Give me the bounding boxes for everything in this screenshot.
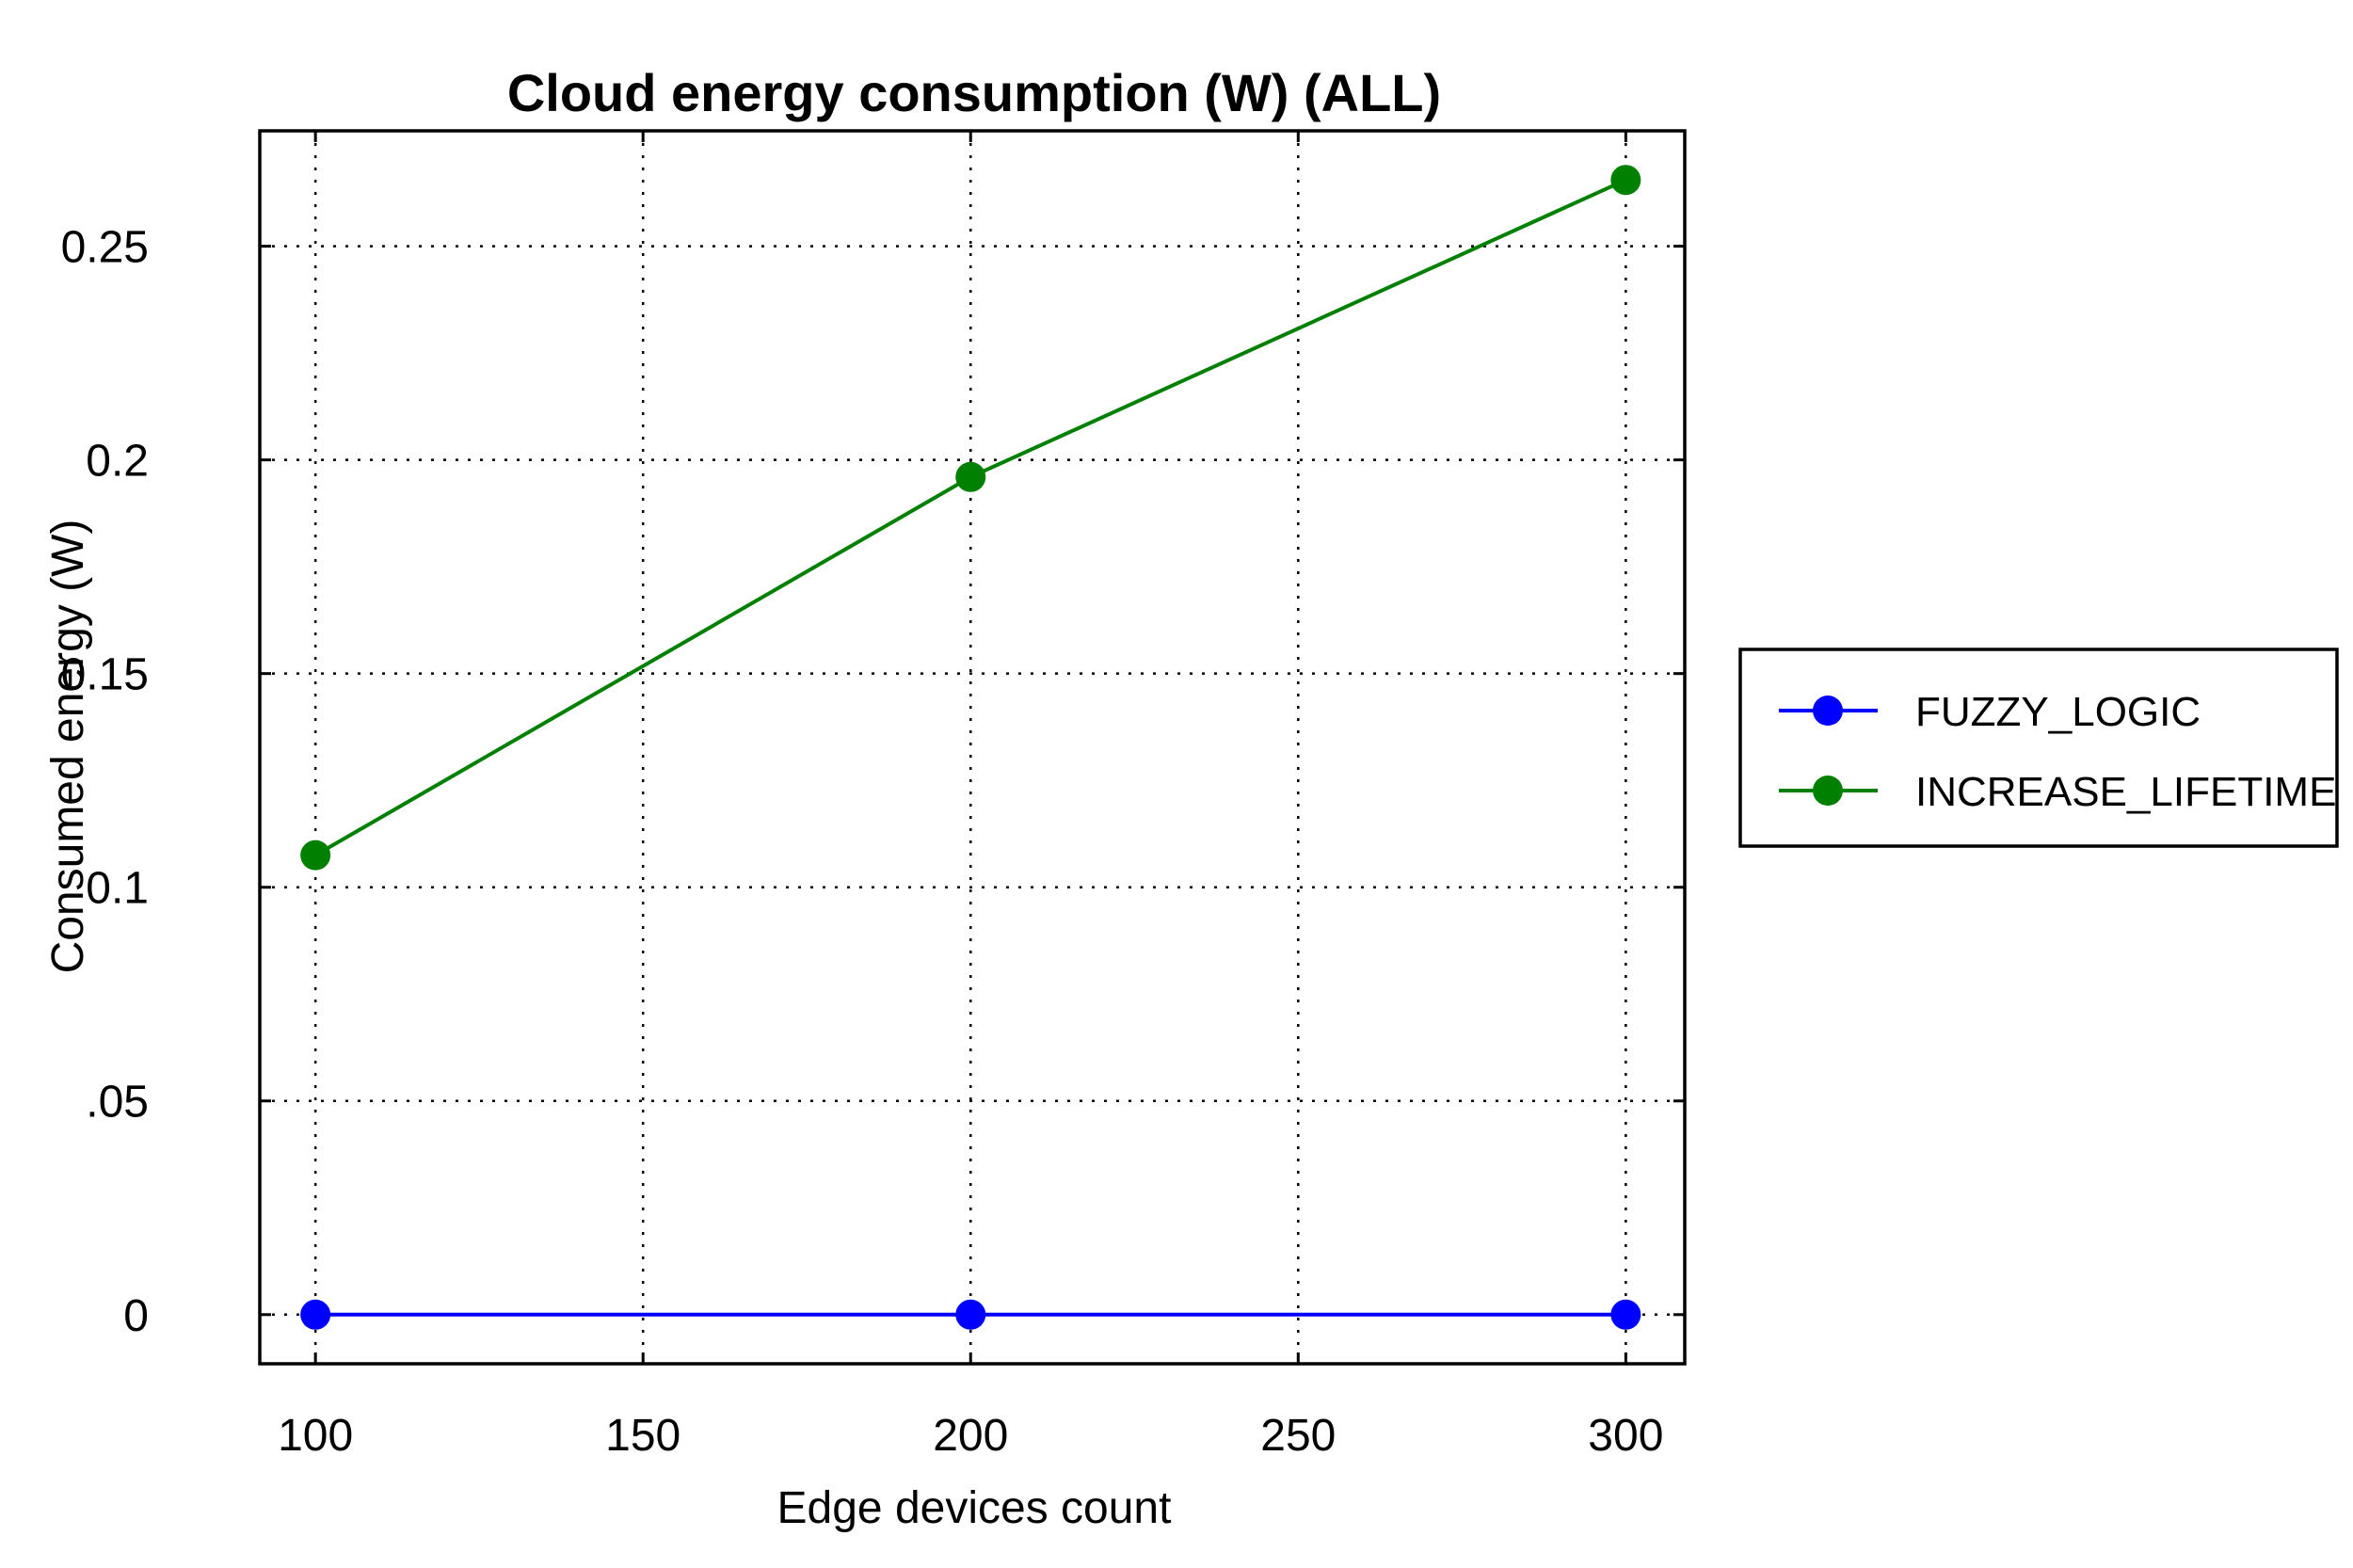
ticks — [260, 131, 1685, 1364]
x-tick-label: 300 — [1588, 1411, 1663, 1461]
y-tick-label: 0 — [123, 1291, 149, 1341]
data-point-increase-lifetime — [955, 461, 986, 492]
legend-marker-increase-lifetime — [1813, 776, 1843, 806]
y-tick-label: .05 — [86, 1078, 149, 1128]
legend-box — [1738, 648, 2339, 848]
y-tick-label: 0.1 — [86, 864, 149, 914]
legend-items: FUZZY_LOGIC INCREASE_LIFETIME — [1779, 689, 2336, 815]
data-point-fuzzy-logic — [1610, 1299, 1641, 1330]
y-tick-label: 0.25 — [61, 223, 149, 273]
legend-marker-fuzzy-logic — [1813, 696, 1843, 726]
y-tick-label: 0.2 — [86, 437, 149, 487]
x-tick-label: 150 — [605, 1411, 680, 1461]
x-tick-label: 100 — [278, 1411, 353, 1461]
series-layer — [300, 165, 1641, 1330]
y-tick-label: 0.15 — [61, 650, 149, 700]
data-point-fuzzy-logic — [300, 1299, 331, 1330]
data-point-increase-lifetime — [300, 840, 331, 871]
x-tick-label: 250 — [1260, 1411, 1336, 1461]
legend: FUZZY_LOGIC INCREASE_LIFETIME — [1738, 648, 2339, 848]
x-axis-label: Edge devices count — [777, 1483, 1172, 1533]
x-tick-label: 200 — [933, 1411, 1008, 1461]
data-point-fuzzy-logic — [955, 1299, 986, 1330]
series-line-increase-lifetime — [314, 178, 1627, 857]
legend-label-fuzzy-logic: FUZZY_LOGIC — [1915, 689, 2201, 735]
legend-label-increase-lifetime: INCREASE_LIFETIME — [1915, 769, 2336, 815]
tick-labels: 100 150 200 250 300 0 .05 0.1 0.15 0.2 0.25 — [61, 223, 1664, 1461]
chart-title: Cloud energy consumption (W) (ALL) — [507, 63, 1441, 122]
data-point-increase-lifetime — [1610, 165, 1641, 196]
y-axis-label: Consumed energy (W) — [43, 520, 93, 974]
grid — [260, 131, 1685, 1364]
plot-area-frame — [258, 129, 1687, 1366]
